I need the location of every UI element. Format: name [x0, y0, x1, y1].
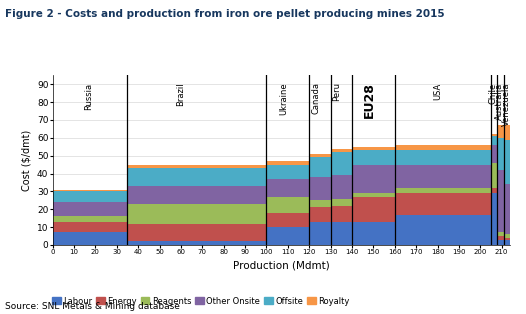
- Bar: [394, 214, 491, 245]
- Bar: [504, 125, 510, 140]
- Bar: [352, 147, 394, 150]
- Bar: [498, 232, 504, 236]
- Text: Figure 2 - Costs and production from iron ore pellet producing mines 2015: Figure 2 - Costs and production from iro…: [5, 9, 445, 19]
- Bar: [352, 193, 394, 197]
- Bar: [53, 191, 127, 202]
- Bar: [309, 157, 331, 177]
- Bar: [491, 136, 498, 145]
- Bar: [127, 204, 267, 224]
- X-axis label: Production (Mdmt): Production (Mdmt): [233, 261, 330, 271]
- Text: Brazil: Brazil: [176, 83, 185, 106]
- Text: Russia: Russia: [85, 83, 94, 110]
- Bar: [127, 241, 267, 245]
- Bar: [504, 238, 510, 240]
- Bar: [309, 177, 331, 200]
- Bar: [53, 222, 127, 232]
- Bar: [498, 125, 504, 138]
- Text: Chile: Chile: [489, 83, 498, 104]
- Bar: [394, 165, 491, 188]
- Bar: [309, 154, 331, 157]
- Bar: [491, 188, 498, 193]
- Bar: [267, 179, 309, 197]
- Bar: [394, 188, 491, 193]
- Bar: [127, 186, 267, 204]
- Text: Source: SNL Metals & Mining database: Source: SNL Metals & Mining database: [5, 302, 180, 311]
- Text: Australia: Australia: [495, 83, 504, 120]
- Bar: [331, 222, 352, 245]
- Bar: [491, 134, 498, 136]
- Bar: [267, 227, 309, 245]
- Bar: [498, 170, 504, 232]
- Bar: [53, 216, 127, 222]
- Bar: [331, 149, 352, 152]
- Text: Peru: Peru: [332, 83, 341, 101]
- Bar: [352, 197, 394, 222]
- Bar: [267, 165, 309, 179]
- Legend: Labour, Energy, Reagents, Other Onsite, Offsite, Royalty: Labour, Energy, Reagents, Other Onsite, …: [52, 296, 349, 306]
- Bar: [53, 190, 127, 191]
- Bar: [504, 234, 510, 238]
- Bar: [491, 163, 498, 188]
- Bar: [267, 161, 309, 165]
- Bar: [127, 165, 267, 168]
- Bar: [394, 145, 491, 150]
- Bar: [504, 240, 510, 245]
- Bar: [309, 222, 331, 245]
- Bar: [309, 208, 331, 222]
- Bar: [53, 202, 127, 216]
- Bar: [53, 232, 127, 245]
- Bar: [352, 165, 394, 193]
- Bar: [491, 193, 498, 245]
- Bar: [331, 152, 352, 175]
- Bar: [309, 200, 331, 208]
- Text: Venezuela: Venezuela: [501, 83, 510, 126]
- Text: Ukraine: Ukraine: [279, 83, 288, 115]
- Text: EU28: EU28: [362, 83, 376, 118]
- Bar: [352, 222, 394, 245]
- Bar: [267, 197, 309, 213]
- Bar: [331, 206, 352, 222]
- Bar: [498, 138, 504, 170]
- Bar: [491, 145, 498, 163]
- Bar: [352, 150, 394, 165]
- Bar: [504, 184, 510, 234]
- Bar: [498, 236, 504, 240]
- Bar: [267, 213, 309, 227]
- Bar: [394, 193, 491, 214]
- Text: USA: USA: [433, 83, 442, 100]
- Bar: [331, 198, 352, 206]
- Bar: [127, 168, 267, 186]
- Text: Canada: Canada: [311, 83, 320, 115]
- Bar: [504, 140, 510, 184]
- Bar: [331, 175, 352, 198]
- Y-axis label: Cost ($/dmt): Cost ($/dmt): [22, 129, 32, 191]
- Bar: [498, 240, 504, 245]
- Bar: [394, 150, 491, 165]
- Bar: [127, 224, 267, 241]
